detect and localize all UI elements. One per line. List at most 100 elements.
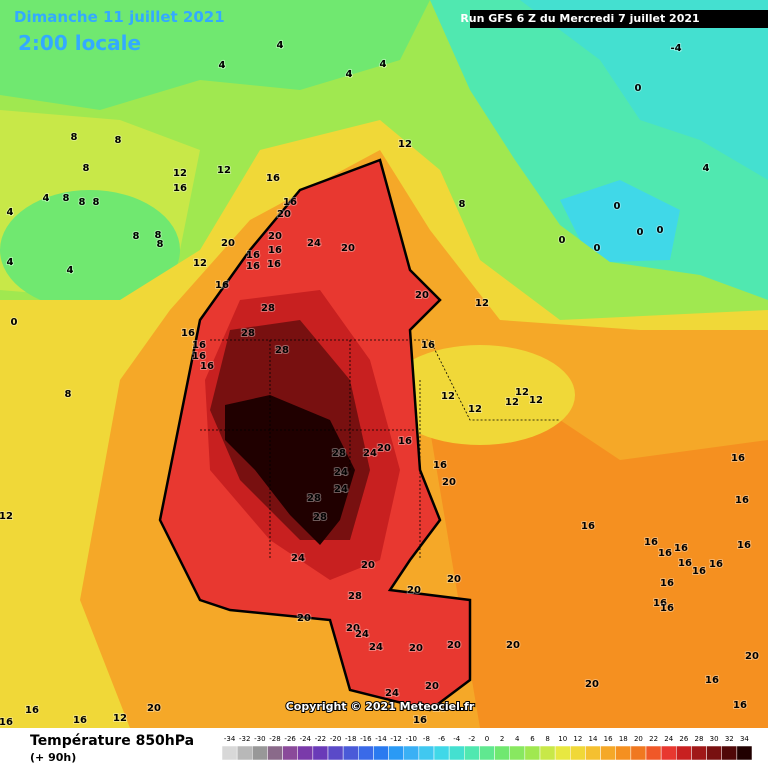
legend-label: 8 [545,735,549,743]
legend-swatch [448,745,465,761]
legend-swatch [342,745,359,761]
contour-label: 20 [409,643,423,654]
contour-label: 4 [703,163,710,174]
legend-label: 14 [589,735,598,743]
contour-label: 0 [635,83,642,94]
contour-label: 8 [157,239,164,250]
legend-label: 20 [634,735,643,743]
contour-label: 20 [745,651,759,662]
contour-label: 4 [346,69,353,80]
contour-label: 16 [25,705,39,716]
contour-label: 16 [266,173,280,184]
contour-label: 16 [709,559,723,570]
legend-swatch [691,745,707,761]
legend-label: -14 [375,735,387,743]
legend-swatch [494,745,510,761]
legend-swatch [554,745,571,761]
contour-label: 28 [241,328,255,339]
legend-swatch [433,745,450,761]
contour-label: 28 [332,448,346,459]
legend-swatch [252,745,268,761]
legend-label: 26 [679,735,688,743]
contour-label: 8 [93,197,100,208]
contour-label: 16 [678,558,692,569]
contour-label: 16 [737,540,751,551]
contour-label: 4 [7,257,14,268]
legend-swatch [509,745,526,761]
legend-swatch [615,745,632,761]
contour-label: 8 [63,193,70,204]
contour-label: 16 [674,543,688,554]
legend-label: -34 [224,735,236,743]
contour-label: 0 [559,235,566,246]
contour-label: 20 [585,679,599,690]
contour-label: 12 [193,258,207,269]
contour-label: 20 [221,238,235,249]
contour-label: 24 [307,238,321,249]
contour-label: 12 [113,713,127,724]
contour-label: 24 [369,642,383,653]
legend-label: 6 [530,735,535,743]
contour-label: 20 [425,681,439,692]
contour-label: 16 [733,700,747,711]
run-banner [470,10,768,28]
legend-swatch [358,745,374,761]
legend-label: -26 [284,735,296,743]
contour-label: 16 [660,578,674,589]
legend-label: -12 [390,735,401,743]
legend-label: -22 [315,735,326,743]
contour-label: 20 [447,640,461,651]
contour-label: 28 [275,345,289,356]
legend-swatch [721,745,738,761]
contour-label: 8 [155,230,162,241]
contour-label: 24 [385,688,399,699]
legend-swatch [327,745,344,761]
contour-label: 4 [67,265,74,276]
contour-label: 24 [334,467,348,478]
legend-label: -28 [269,735,280,743]
contour-label: -4 [670,43,681,54]
legend-swatch [221,745,238,761]
legend-swatch [570,745,586,761]
contour-label: 20 [297,613,311,624]
legend-label: 0 [485,735,489,743]
legend-label: -4 [453,735,461,743]
legend-swatch [236,745,253,761]
contour-label: 4 [219,60,226,71]
contour-label: 4 [43,193,50,204]
contour-label: 12 [468,404,482,415]
contour-label: 20 [341,243,355,254]
contour-label: 16 [246,261,260,272]
contour-label: 28 [307,493,321,504]
contour-label: 16 [658,548,672,559]
legend-label: 4 [515,735,520,743]
legend-swatch [297,745,314,761]
legend-swatch [282,745,298,761]
contour-label: 20 [415,290,429,301]
legend-swatch [645,745,662,761]
contour-label: 16 [653,598,667,609]
contour-label: 16 [181,328,195,339]
contour-label: 24 [355,629,369,640]
contour-label: 12 [515,387,529,398]
contour-label: 20 [361,560,375,571]
contour-label: 16 [73,715,87,726]
color-legend: -34 -32 -30 -28 -26 -24 -22 -20 -18 -16 -14 -12 -10-… [221,735,753,761]
contour-label: 12 [529,395,543,406]
contour-label: 8 [71,132,78,143]
contour-label: 12 [475,298,489,309]
legend-label: -6 [438,735,446,743]
contour-label: 16 [200,361,214,372]
contour-label: 12 [398,139,412,150]
contour-label: 28 [313,512,327,523]
contour-label: 0 [594,243,601,254]
contour-label: 16 [705,675,719,686]
legend-label: 2 [500,735,504,743]
contour-label: 16 [267,259,281,270]
contour-label: 16 [215,280,229,291]
contour-label: 4 [380,59,387,70]
contour-label: 20 [506,640,520,651]
contour-label: 20 [147,703,161,714]
